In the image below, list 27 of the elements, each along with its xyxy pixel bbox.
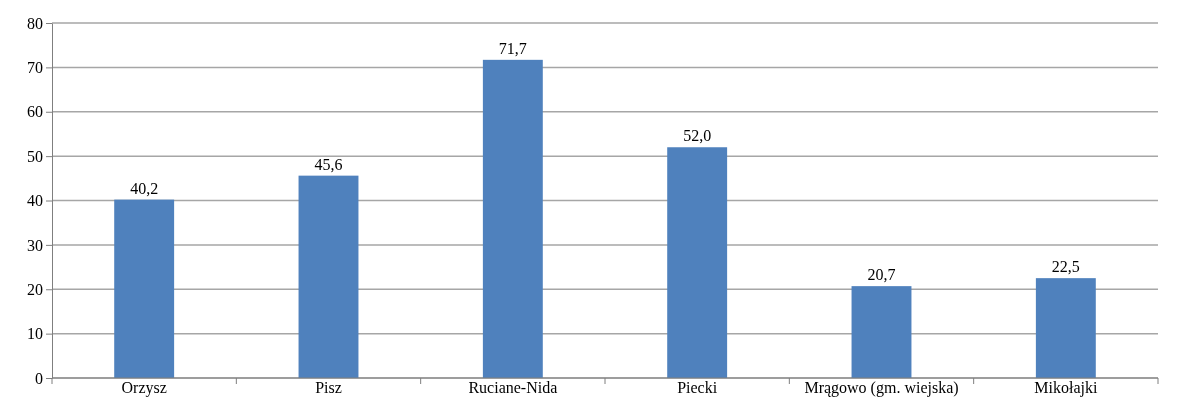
y-tick-label: 50 xyxy=(27,147,43,165)
y-tick-label: 60 xyxy=(27,103,43,121)
y-tick-label: 10 xyxy=(27,325,43,343)
y-tick-label: 70 xyxy=(27,58,43,76)
y-tick-label: 0 xyxy=(35,369,43,387)
y-tick-label: 40 xyxy=(27,192,43,210)
x-tick-label: Mrągowo (gm. wiejska) xyxy=(804,379,959,398)
y-tick-label: 30 xyxy=(27,236,43,254)
data-label: 52,0 xyxy=(683,127,712,145)
data-label: 71,7 xyxy=(498,39,527,57)
x-tick-label: Pisz xyxy=(315,379,342,397)
data-label: 22,5 xyxy=(1051,258,1080,276)
x-tick-label: Orzysz xyxy=(121,379,167,398)
data-label: 45,6 xyxy=(314,155,343,173)
y-tick-label: 20 xyxy=(27,280,43,298)
bar xyxy=(1035,278,1096,378)
bar xyxy=(851,286,912,378)
data-label: 40,2 xyxy=(130,179,159,197)
bar xyxy=(298,175,359,378)
bar xyxy=(667,147,728,378)
bar xyxy=(482,59,543,378)
bar xyxy=(114,199,175,378)
x-tick-label: Ruciane-Nida xyxy=(468,379,558,397)
data-label: 20,7 xyxy=(867,266,896,284)
y-tick-label: 80 xyxy=(27,14,43,32)
x-tick-label: Piecki xyxy=(677,379,718,397)
x-tick-label: Mikołajki xyxy=(1034,379,1098,398)
